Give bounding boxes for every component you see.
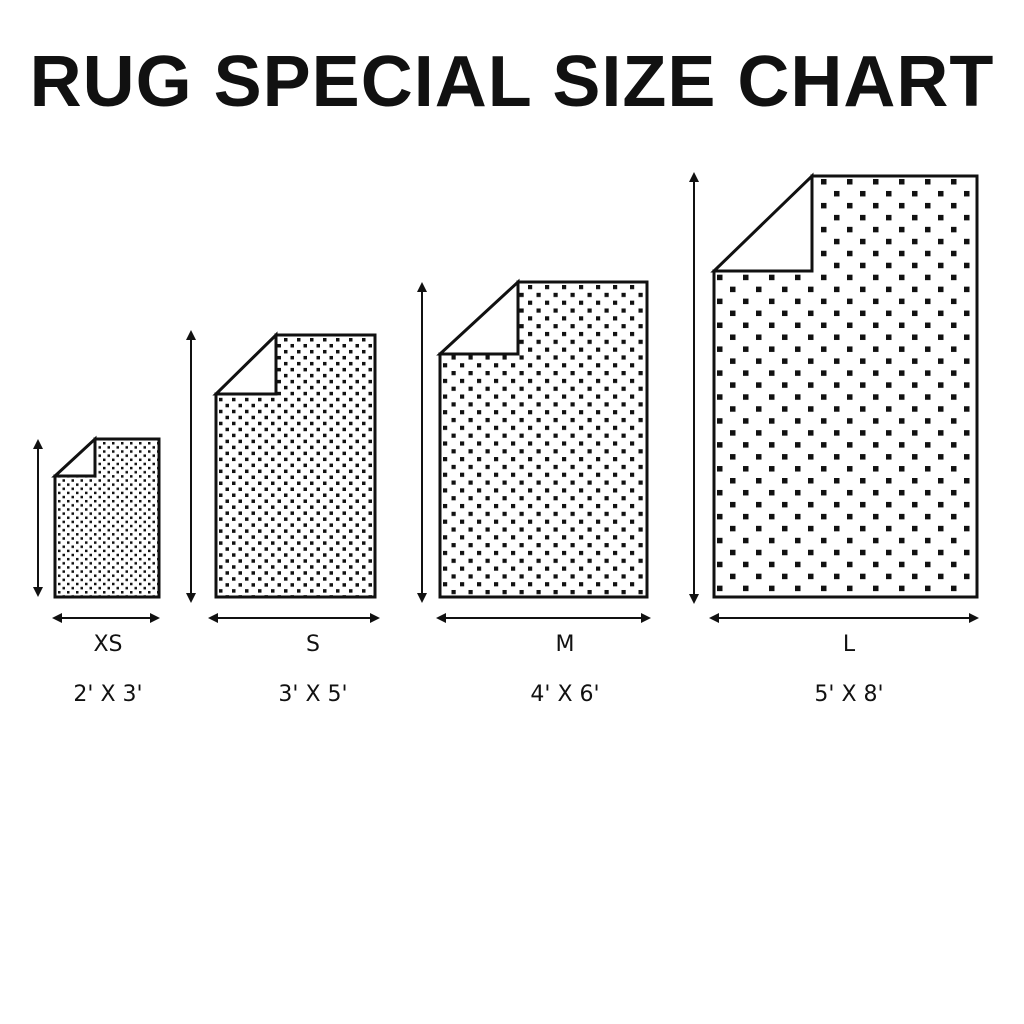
rug-pattern: [216, 335, 375, 597]
rug-l: L 5' X 8': [689, 172, 979, 707]
size-label: XS: [93, 632, 122, 657]
rug-pattern: [714, 176, 977, 597]
size-label: L: [843, 632, 856, 657]
folded-corner: [51, 435, 97, 478]
rug-pattern: [440, 282, 647, 597]
size-dimensions: 5' X 8': [814, 682, 883, 707]
folded-corner: [212, 331, 278, 396]
chart-title: RUG SPECIAL SIZE CHART: [29, 42, 995, 122]
size-dimensions: 4' X 6': [530, 682, 599, 707]
rug-pattern: [55, 439, 159, 597]
size-label: M: [556, 632, 575, 657]
rug-xs: XS 2' X 3': [33, 435, 161, 707]
rug-s: S 3' X 5': [186, 330, 380, 707]
folded-corner: [436, 278, 520, 356]
folded-corner: [710, 172, 814, 273]
size-dimensions: 3' X 5': [278, 682, 347, 707]
size-label: S: [306, 632, 320, 657]
rug-m: M 4' X 6': [417, 278, 651, 707]
size-dimensions: 2' X 3': [73, 682, 142, 707]
